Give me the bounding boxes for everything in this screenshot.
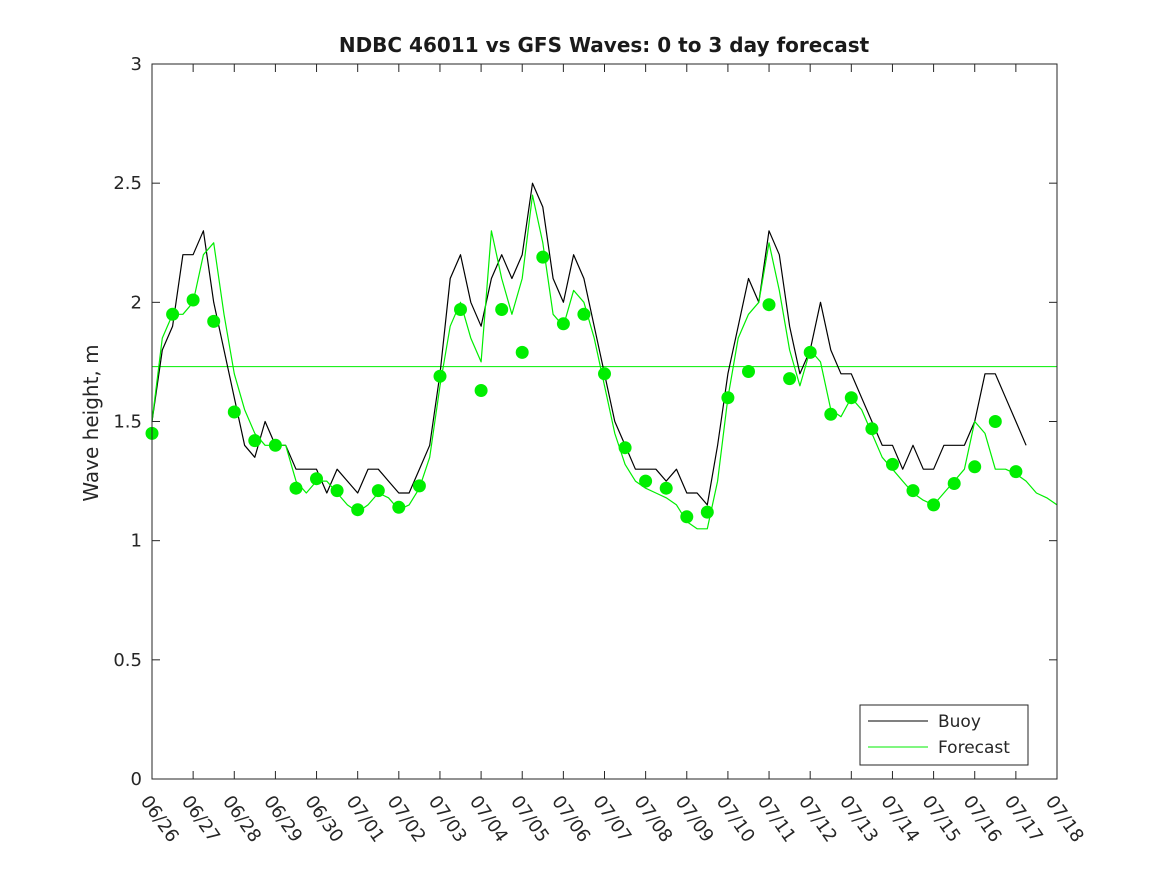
forecast-marker — [392, 500, 406, 514]
forecast-marker — [186, 293, 200, 307]
forecast-marker — [1009, 465, 1023, 479]
forecast-marker — [721, 391, 735, 405]
forecast-marker — [927, 498, 941, 512]
forecast-marker — [207, 314, 221, 328]
forecast-marker — [783, 372, 797, 386]
forecast-marker — [742, 365, 755, 378]
y-tick-label: 1 — [131, 531, 142, 552]
forecast-marker — [762, 298, 776, 312]
forecast-marker — [906, 484, 920, 498]
forecast-marker — [947, 477, 961, 490]
forecast-marker — [536, 250, 550, 264]
forecast-marker — [227, 405, 241, 419]
forecast-marker — [968, 460, 982, 474]
forecast-marker — [618, 441, 632, 455]
legend: Buoy Forecast — [859, 704, 1029, 766]
y-tick-label: 2.5 — [113, 173, 142, 194]
y-tick-label: 2 — [131, 292, 142, 313]
y-tick-label: 1.5 — [113, 412, 142, 433]
series-line-buoy — [151, 182, 1027, 506]
forecast-marker — [680, 510, 694, 524]
forecast-marker — [844, 391, 858, 405]
forecast-marker — [474, 384, 488, 397]
series-line-forecast — [151, 194, 1058, 530]
forecast-marker — [289, 481, 303, 495]
chart-title: NDBC 46011 vs GFS Waves: 0 to 3 day fore… — [339, 33, 870, 57]
forecast-marker — [865, 422, 879, 436]
forecast-marker — [824, 407, 838, 421]
forecast-marker — [988, 415, 1002, 428]
forecast-marker — [248, 434, 262, 448]
forecast-marker — [700, 505, 714, 519]
legend-forecast-label: Forecast — [938, 738, 1010, 758]
forecast-marker — [310, 472, 323, 486]
forecast-marker — [577, 307, 591, 321]
legend-box — [859, 704, 1029, 766]
forecast-marker — [556, 317, 570, 331]
forecast-marker — [515, 345, 529, 359]
y-tick-label: 0.5 — [113, 650, 142, 671]
forecast-marker — [659, 481, 673, 495]
forecast-marker — [412, 479, 426, 493]
forecast-marker — [598, 367, 611, 381]
forecast-marker — [454, 303, 467, 316]
y-tick-label: 0 — [131, 769, 142, 790]
forecast-marker — [886, 457, 899, 471]
plot-area — [145, 182, 1058, 530]
forecast-marker — [268, 438, 282, 452]
legend-buoy-label: Buoy — [938, 712, 981, 732]
forecast-marker — [803, 345, 817, 359]
y-tick-label: 3 — [131, 54, 142, 75]
forecast-marker — [351, 503, 365, 517]
forecast-marker — [166, 307, 180, 321]
forecast-marker — [371, 484, 385, 498]
forecast-marker — [495, 303, 509, 316]
forecast-marker — [639, 474, 653, 488]
y-axis-label: Wave height, m — [79, 344, 103, 501]
forecast-marker — [330, 484, 344, 498]
forecast-marker — [433, 369, 447, 383]
